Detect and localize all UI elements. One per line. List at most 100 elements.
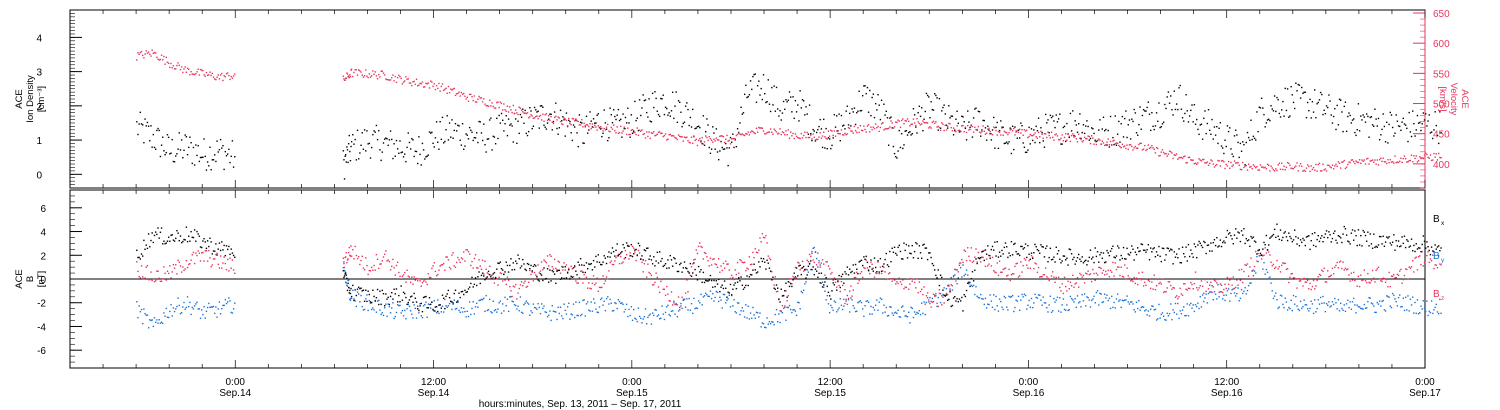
field-point-z [1386,278,1388,281]
field-point-z [1004,267,1007,269]
density-point [609,107,611,109]
field-point-x [798,265,800,267]
field-point-y [376,300,379,302]
field-point-z [455,261,458,264]
field-point-z [219,255,222,257]
field-point-z [1135,277,1138,279]
field-point-z [754,248,756,250]
field-point-z [218,267,221,269]
field-point-x [158,237,160,239]
field-point-z [572,276,575,278]
field-point-y [1312,312,1315,315]
field-point-y [461,311,464,313]
velocity-point [1212,163,1214,165]
velocity-point [531,115,533,117]
velocity-point [950,126,952,129]
field-point-x [1092,256,1094,258]
field-point-z [826,261,828,263]
field-point-x [1042,246,1044,248]
velocity-point [872,126,875,128]
field-point-z [871,263,873,265]
field-point-y [1198,307,1200,310]
velocity-point [1159,154,1161,157]
velocity-point [929,126,931,128]
field-point-z [147,278,150,281]
velocity-point [856,131,858,134]
field-point-x [890,260,892,263]
density-point [1273,95,1276,97]
field-point-z [1409,267,1412,269]
field-point-y [448,302,451,305]
velocity-point [753,131,755,134]
density-point [389,130,392,132]
field-point-y [184,308,186,310]
velocity-point [1328,164,1330,167]
field-point-y [172,307,175,309]
field-point-x [1105,261,1107,263]
velocity-point [1087,135,1089,137]
field-point-z [1227,283,1230,285]
density-point [1415,129,1417,131]
field-point-y [494,308,497,311]
density-point [846,105,849,107]
field-point-y [963,274,965,277]
field-point-y [811,252,813,255]
field-point-y [1178,317,1180,320]
velocity-point [732,137,734,140]
field-point-z [408,276,411,278]
field-point-z [827,265,830,267]
field-point-y [867,301,870,304]
density-point [682,122,684,125]
field-point-y [539,312,542,315]
field-point-x [425,295,427,298]
velocity-point [688,141,690,144]
velocity-point [484,103,486,105]
density-point [1246,131,1249,134]
field-point-z [1382,277,1384,279]
field-point-x [144,248,146,250]
velocity-point [627,127,629,129]
velocity-point [891,122,893,124]
velocity-point [455,93,458,95]
field-point-z [405,281,407,283]
field-point-y [608,303,610,305]
density-point [1290,85,1292,88]
density-point [1249,139,1251,141]
field-point-y [1057,310,1060,312]
field-point-y [726,299,728,302]
field-point-z [1306,279,1309,282]
field-point-z [936,302,938,304]
density-point [996,121,998,124]
density-point [1054,126,1056,129]
velocity-point [739,133,741,135]
field-point-y [633,308,635,311]
density-point [347,161,349,164]
velocity-point [1099,139,1101,141]
velocity-point [673,135,675,137]
field-point-z [747,268,749,270]
field-point-z [1068,288,1070,290]
field-point-y [519,296,522,298]
velocity-point [404,80,406,82]
field-point-y [895,311,897,313]
field-point-y [1201,294,1204,296]
field-point-y [392,302,394,304]
field-point-z [625,254,628,256]
field-point-z [847,297,850,300]
field-point-x [963,293,965,296]
field-point-z [1399,270,1401,272]
field-point-z [732,276,734,279]
field-point-z [1312,279,1315,282]
field-point-x [805,277,807,279]
field-point-y [892,314,895,316]
density-point [836,115,838,117]
field-point-z [633,247,635,249]
field-point-x [944,295,947,297]
field-point-y [1302,305,1304,308]
density-point [769,110,772,113]
density-point [583,142,585,145]
velocity-point [827,130,830,132]
velocity-point [535,115,537,118]
field-point-z [1122,276,1125,278]
velocity-point [621,132,623,134]
